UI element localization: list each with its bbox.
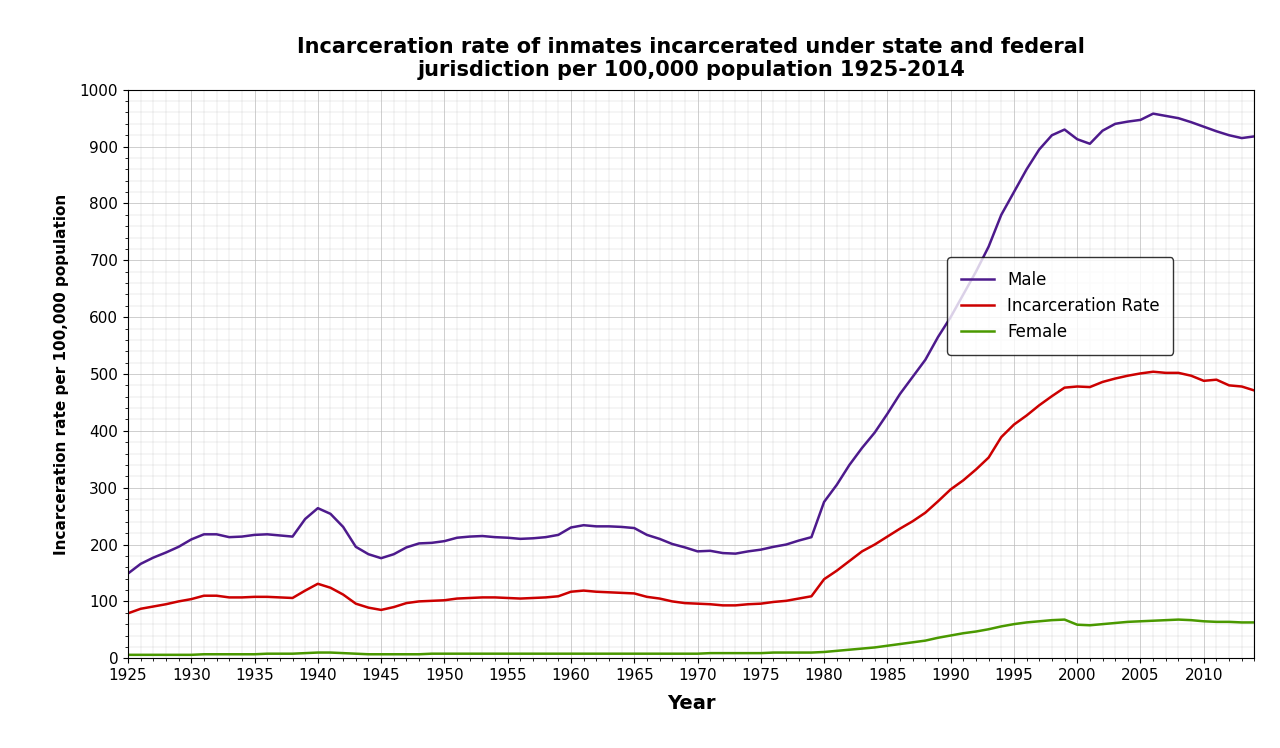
Female	[1070, 620, 1085, 629]
Incarceration Rate	[462, 593, 477, 602]
Incarceration Rate	[120, 609, 136, 618]
Male	[1146, 109, 1161, 118]
Female	[1208, 617, 1224, 626]
Male	[462, 532, 477, 541]
Line: Incarceration Rate: Incarceration Rate	[128, 372, 1254, 613]
Female	[273, 649, 288, 658]
Female	[120, 650, 136, 659]
Line: Female: Female	[128, 619, 1254, 654]
Male	[1208, 126, 1224, 135]
Female	[1057, 615, 1073, 624]
Female	[462, 649, 477, 658]
Incarceration Rate	[1082, 382, 1097, 391]
Title: Incarceration rate of inmates incarcerated under state and federal
jurisdiction : Incarceration rate of inmates incarcerat…	[297, 37, 1085, 80]
X-axis label: Year: Year	[667, 694, 716, 713]
Male	[1247, 132, 1262, 141]
Male	[120, 569, 136, 578]
Male	[905, 373, 920, 381]
Incarceration Rate	[905, 517, 920, 526]
Legend: Male, Incarceration Rate, Female: Male, Incarceration Rate, Female	[947, 257, 1174, 355]
Incarceration Rate	[1146, 367, 1161, 376]
Incarceration Rate	[1247, 386, 1262, 395]
Male	[1082, 139, 1097, 148]
Incarceration Rate	[273, 593, 288, 602]
Female	[1247, 618, 1262, 627]
Incarceration Rate	[1057, 383, 1073, 392]
Male	[1057, 125, 1073, 134]
Female	[1094, 619, 1110, 628]
Male	[273, 531, 288, 540]
Y-axis label: Incarceration rate per 100,000 population: Incarceration rate per 100,000 populatio…	[54, 194, 69, 554]
Female	[905, 638, 920, 647]
Line: Male: Male	[128, 114, 1254, 574]
Incarceration Rate	[1208, 375, 1224, 384]
